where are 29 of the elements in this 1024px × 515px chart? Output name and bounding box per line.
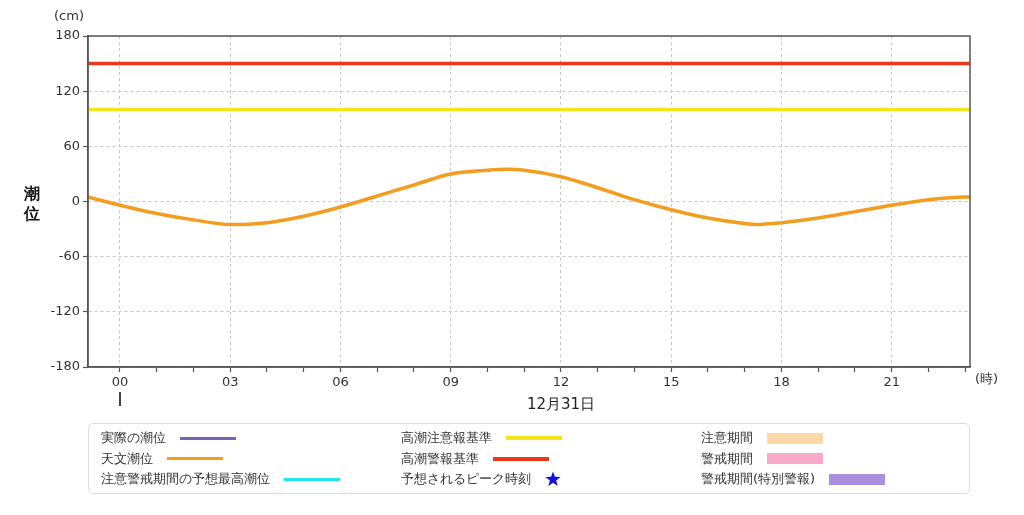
legend-label: 警戒期間	[701, 450, 753, 467]
x-tick-label: 09	[442, 374, 459, 390]
y-tick-label: -120	[50, 303, 80, 319]
legend-label: 高潮警報基準	[401, 450, 479, 467]
y-tick-label: -60	[58, 248, 80, 264]
y-tick-label: -180	[50, 358, 80, 374]
text: (cm)	[54, 8, 84, 24]
x-tick-label: 00	[111, 374, 129, 390]
x-tick-label: 18	[773, 374, 790, 390]
legend-label: 警戒期間(特別警報)	[701, 471, 816, 488]
line-series	[88, 167, 970, 227]
y-tick-label: 60	[63, 137, 80, 153]
x-tick-label: 03	[221, 374, 239, 390]
x-axis-title: 12月31日	[526, 395, 596, 413]
legend-label: 注意警戒期間の予想最高潮位	[101, 471, 270, 488]
legend-label: 予想されるピーク時刻	[401, 471, 531, 488]
text: (時)	[975, 371, 999, 387]
legend-label: 注意期間	[701, 430, 753, 447]
x-tick-label: 15	[662, 374, 680, 390]
y-tick-label: 0	[71, 192, 80, 208]
legend-label: 天文潮位	[101, 450, 153, 467]
y-tick-label: 180	[55, 27, 80, 43]
y-axis-title: 潮位	[24, 184, 41, 224]
x-tick-label: 06	[332, 374, 349, 390]
x-tick-label: 21	[883, 374, 900, 390]
y-tick-label: 120	[55, 82, 80, 98]
x-tick-label: 12	[552, 374, 570, 390]
legend-label: 高潮注意報基準	[401, 430, 492, 447]
legend-label: 実際の潮位	[101, 430, 166, 447]
